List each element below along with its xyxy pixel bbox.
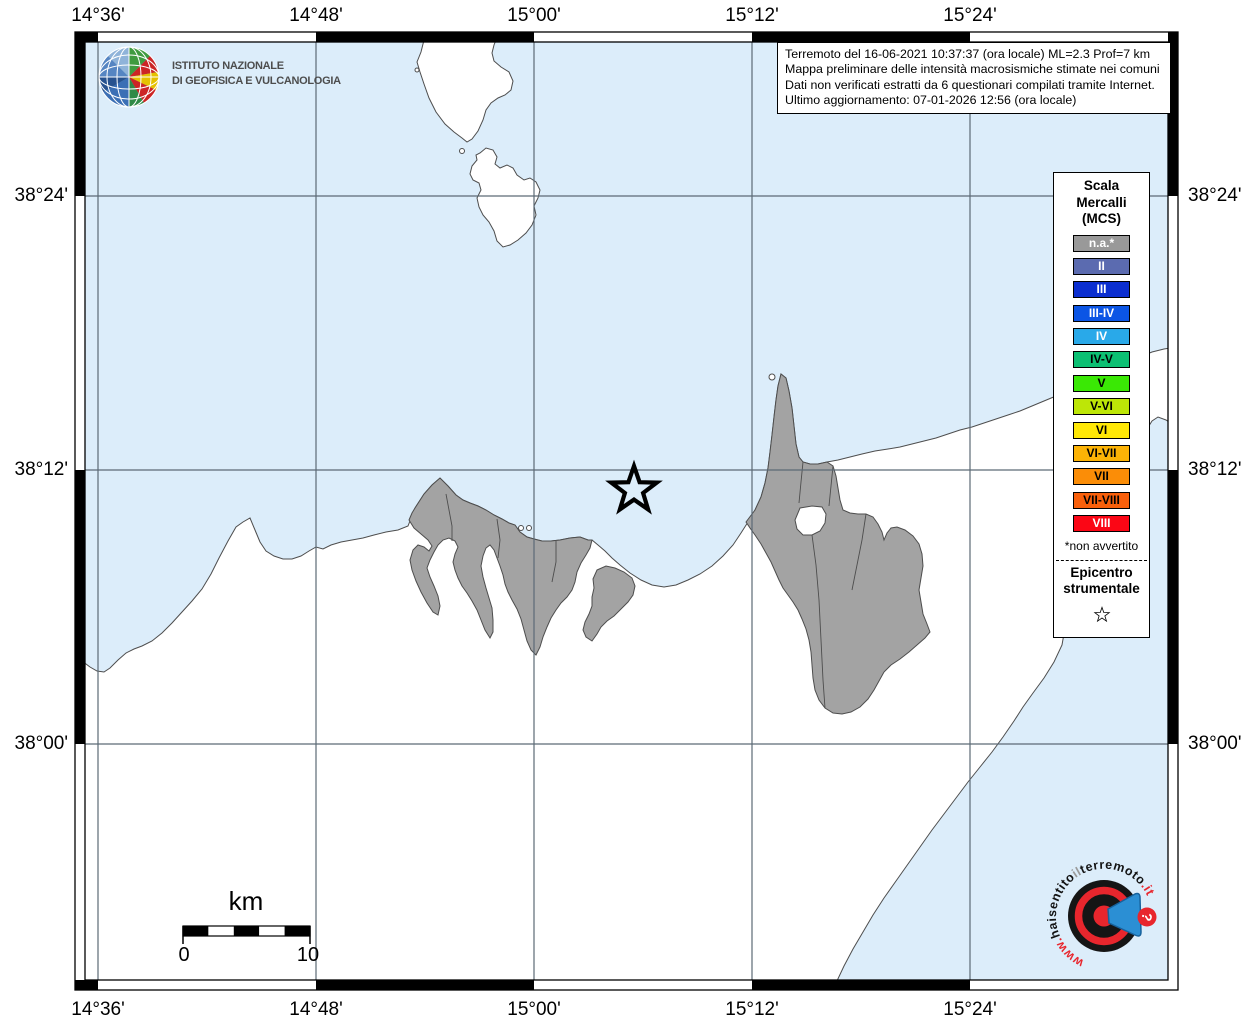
event-info-line4: Ultimo aggiornamento: 07-01-2026 12:56 (… [785,93,1077,108]
municipality-border [551,541,557,583]
legend-epicenter-2: strumentale [1063,580,1140,596]
axis-tick-label: 38°00' [1188,733,1242,754]
legend-swatch-iiiiv: III-IV [1073,304,1130,322]
scale-bar-unit: km [228,886,264,916]
legend-swatch-vvi: V-VI [1073,398,1130,416]
legend-swatch-vi: VI [1073,421,1130,439]
map-area: ? www.haisentitoilterremoto.it [85,42,1168,980]
legend-epicenter-1: Epicentro [1070,564,1133,580]
intensity-legend: Scala Mercalli (MCS) n.a.* II III III-IV IV I… [1053,172,1150,638]
municipality-border [811,534,826,709]
legend-divider [1056,559,1147,561]
islet [414,67,420,73]
axis-tick-label: 38°24' [1188,185,1242,206]
lipari-island [416,42,514,143]
legend-swatches: n.a.* II III III-IV IV IV-V V V-VI VI VI-VII VII VI… [1054,234,1149,533]
axis-tick-label: 15°24' [943,5,997,26]
legend-title-3: (MCS) [1082,211,1121,226]
event-info-line3: Dati non verificati estratti da 6 questi… [785,77,1155,92]
municipality-border [445,493,453,541]
ingv-line2: DI GEOFISICA E VULCANOLOGIA [172,75,341,87]
legend-swatch-na: n.a.* [1073,234,1130,252]
municipalities-west [408,477,593,656]
axis-tick-label: 15°12' [725,5,779,26]
legend-swatch-vii: VII [1073,468,1130,486]
ingv-line1: ISTITUTO NAZIONALE [172,60,284,72]
scale-bar [182,925,311,944]
axis-tick-label: 14°48' [289,999,343,1020]
legend-swatch-vivii: VI-VII [1073,445,1130,463]
scale-bar-start: 0 [178,944,190,966]
axis-tick-label: 14°36' [71,5,125,26]
legend-swatch-v: V [1073,374,1130,392]
municipality-border [828,465,834,507]
islets [414,67,776,531]
axis-tick-label: 38°12' [14,459,69,480]
legend-footnote: *non avvertito [1064,538,1139,553]
legend-swatch-iii: III [1073,281,1130,299]
municipality-border [851,513,867,591]
legend-title-1: Scala [1083,178,1120,193]
municipality-border [496,518,501,559]
legend-swatch-ii: II [1073,257,1130,275]
ingv-wordmark: ISTITUTO NAZIONALE DI GEOFISICA E VULCAN… [172,59,341,89]
legend-swatch-iv: IV [1073,328,1130,346]
islet [768,373,776,381]
megaphone-icon [1107,892,1142,937]
axis-tick-label: 14°36' [71,999,125,1020]
graticule [85,42,1168,980]
axis-tick-label: 15°00' [507,5,561,26]
axis-tick-label: 38°24' [14,185,69,206]
event-info-line2: Mappa preliminare delle intensità macros… [785,62,1160,77]
legend-swatch-viiviii: VII-VIII [1073,491,1130,509]
islet [518,525,524,531]
municipality-detached [582,565,636,642]
axis-tick-label: 38°00' [14,733,69,754]
islet [526,525,532,531]
legend-swatch-ivv: IV-V [1073,351,1130,369]
axis-tick-label: 15°12' [725,999,779,1020]
axis-tick-label: 15°24' [943,999,997,1020]
axis-tick-label: 15°00' [507,999,561,1020]
axis-tick-label: 38°12' [1188,459,1242,480]
question-mark: ? [1138,911,1155,922]
islet [459,148,465,154]
event-info-box: Terremoto del 16-06-2021 10:37:37 (ora l… [777,42,1171,114]
map-frame [74,31,1179,991]
legend-title-2: Mercalli [1076,194,1127,210]
epicenter-star-icon [605,459,663,515]
municipality-borders [445,461,867,709]
valley-notch [794,505,827,536]
municipality-border [798,461,804,504]
vulcano-island [469,147,541,248]
scale-bar-end: 10 [296,944,320,966]
legend-swatch-viii: VIII [1073,515,1130,533]
legend-star-icon [1093,605,1110,622]
ingv-logo-icon [98,46,160,108]
axis-tick-label: 14°48' [289,5,343,26]
event-info-line1: Terremoto del 16-06-2021 10:37:37 (ora l… [785,47,1151,61]
municipalities-east [745,373,931,715]
